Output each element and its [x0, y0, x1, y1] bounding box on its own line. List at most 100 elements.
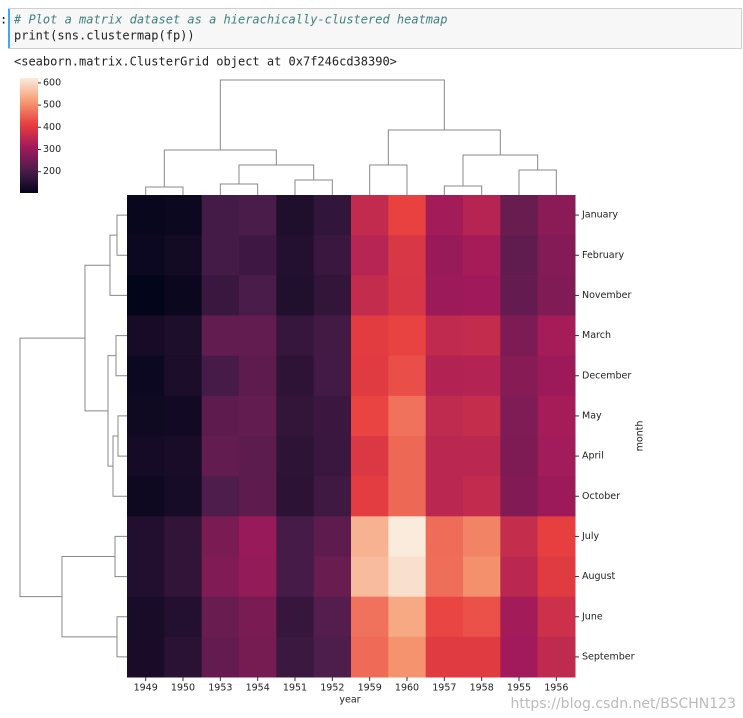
heatmap-cell: [463, 516, 501, 557]
heatmap-cell: [388, 476, 427, 517]
heatmap-cell: [164, 636, 203, 678]
heatmap-cell: [500, 596, 539, 638]
heatmap-cell: [276, 636, 315, 678]
code-line: print(sns.clustermap(fp)): [14, 29, 195, 43]
colorbar-tick-label: 300: [43, 144, 61, 155]
heatmap-cell: [313, 596, 352, 638]
dendrogram-link: [112, 435, 127, 497]
x-tick-label: 1959: [358, 683, 382, 694]
heatmap-cell: [537, 355, 576, 397]
heatmap-cell: [127, 596, 165, 638]
colorbar-tick-label: 600: [43, 77, 61, 88]
heatmap-cell: [500, 315, 539, 357]
code-cell[interactable]: [8, 8, 742, 49]
heatmap-cell: [127, 436, 165, 477]
heatmap-cell: [500, 436, 539, 477]
heatmap-cell: [500, 636, 539, 678]
heatmap-cell: [425, 516, 464, 557]
dendrogram-link: [163, 149, 277, 187]
heatmap-cell: [313, 556, 352, 598]
heatmap-cell: [537, 235, 576, 276]
code-comment: # Plot a matrix dataset as a hierachical…: [13, 13, 447, 27]
heatmap-cell: [425, 556, 464, 598]
y-tick-label: May: [582, 410, 602, 421]
heatmap-cell: [351, 636, 389, 678]
heatmap-cell: [388, 516, 427, 557]
heatmap-cell: [463, 315, 501, 357]
heatmap-cell: [537, 395, 576, 437]
heatmap-cell: [239, 596, 277, 638]
heatmap-cell: [500, 355, 539, 397]
y-tick-label: July: [581, 531, 599, 542]
heatmap-cell: [463, 195, 501, 236]
heatmap-cell: [463, 436, 501, 477]
heatmap-cell: [313, 195, 352, 236]
y-tick-label: October: [582, 491, 620, 502]
heatmap-cell: [313, 275, 352, 316]
colorbar: [20, 78, 38, 193]
heatmap-cell: [164, 556, 203, 598]
heatmap-cell: [201, 476, 240, 517]
heatmap-cell: [313, 516, 352, 557]
y-tick-label: June: [581, 611, 603, 622]
x-tick-label: 1950: [171, 683, 195, 694]
heatmap-cell: [500, 556, 539, 598]
heatmap-cell: [388, 556, 427, 598]
output-text: <seaborn.matrix.ClusterGrid object at 0x…: [14, 55, 397, 69]
heatmap-cell: [239, 556, 277, 598]
dendrogram-link: [238, 164, 315, 184]
heatmap-cell: [537, 516, 576, 557]
heatmap-cell: [463, 355, 501, 397]
heatmap-cell: [201, 395, 240, 437]
heatmap-cell: [239, 636, 277, 678]
heatmap-cell: [239, 315, 277, 357]
dendrogram-link: [219, 79, 445, 150]
heatmap-cell: [239, 516, 277, 557]
heatmap-cell: [463, 476, 501, 517]
heatmap-cell: [425, 275, 464, 316]
heatmap-cell: [127, 195, 165, 236]
heatmap-cell: [463, 275, 501, 316]
x-tick-label: 1956: [544, 683, 568, 694]
heatmap-cell: [127, 355, 165, 397]
heatmap-cell: [425, 596, 464, 638]
heatmap-cell: [351, 235, 389, 276]
heatmap-cell: [351, 476, 389, 517]
heatmap-cell: [351, 315, 389, 357]
prompt: :: [0, 13, 7, 27]
heatmap-cell: [164, 596, 203, 638]
heatmap-cell: [388, 235, 427, 276]
y-axis-label: month: [635, 421, 646, 452]
heatmap-cell: [351, 195, 389, 236]
heatmap-cell: [164, 436, 203, 477]
heatmap-cell: [276, 195, 315, 236]
heatmap-cell: [388, 315, 427, 357]
heatmap-cell: [425, 636, 464, 678]
heatmap-cell: [351, 596, 389, 638]
dendrogram-link: [294, 179, 333, 195]
dendrogram-link: [518, 169, 557, 195]
heatmap-cell: [463, 395, 501, 437]
heatmap-cell: [164, 395, 203, 437]
heatmap-cell: [127, 235, 165, 276]
colorbar-tick-label: 200: [43, 166, 61, 177]
heatmap-cell: [276, 596, 315, 638]
watermark: https://blog.csdn.net/BSCHN123: [511, 696, 737, 712]
x-tick-label: 1958: [470, 683, 494, 694]
heatmap-cell: [388, 436, 427, 477]
heatmap-cell: [313, 476, 352, 517]
heatmap-cell: [388, 355, 427, 397]
heatmap-cell: [425, 315, 464, 357]
heatmap-cell: [351, 395, 389, 437]
heatmap-cell: [351, 556, 389, 598]
heatmap-cell: [537, 315, 576, 357]
x-tick-label: 1955: [507, 683, 531, 694]
dendrogram-link: [84, 264, 110, 412]
heatmap-cell: [201, 436, 240, 477]
y-tick-label: September: [582, 651, 635, 662]
heatmap-cell: [537, 436, 576, 477]
y-tick-label: March: [582, 330, 611, 341]
dendrogram-link: [443, 185, 483, 195]
dendrogram-link: [387, 129, 501, 165]
